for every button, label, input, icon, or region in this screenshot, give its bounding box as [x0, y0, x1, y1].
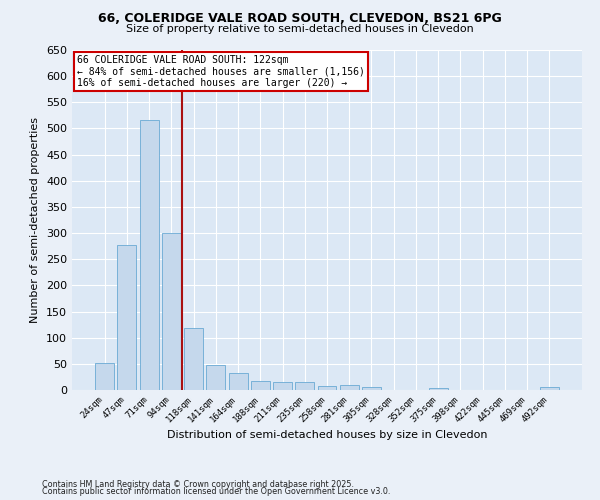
Bar [184, 328, 203, 390]
Bar [273, 382, 292, 390]
Text: 66 COLERIDGE VALE ROAD SOUTH: 122sqm
← 84% of semi-detached houses are smaller (: 66 COLERIDGE VALE ROAD SOUTH: 122sqm ← 8… [77, 55, 365, 88]
Bar [229, 372, 248, 390]
Bar [429, 388, 448, 390]
Y-axis label: Number of semi-detached properties: Number of semi-detached properties [31, 117, 40, 323]
Text: Contains public sector information licensed under the Open Government Licence v3: Contains public sector information licen… [42, 488, 391, 496]
Bar [206, 366, 225, 390]
Bar [162, 233, 181, 390]
Bar [540, 388, 559, 390]
Text: 66, COLERIDGE VALE ROAD SOUTH, CLEVEDON, BS21 6PG: 66, COLERIDGE VALE ROAD SOUTH, CLEVEDON,… [98, 12, 502, 26]
Bar [140, 120, 158, 390]
X-axis label: Distribution of semi-detached houses by size in Clevedon: Distribution of semi-detached houses by … [167, 430, 487, 440]
Text: Contains HM Land Registry data © Crown copyright and database right 2025.: Contains HM Land Registry data © Crown c… [42, 480, 354, 489]
Bar [251, 380, 270, 390]
Text: Size of property relative to semi-detached houses in Clevedon: Size of property relative to semi-detach… [126, 24, 474, 34]
Bar [118, 244, 136, 390]
Bar [95, 363, 114, 390]
Bar [317, 386, 337, 390]
Bar [340, 385, 359, 390]
Bar [295, 382, 314, 390]
Bar [362, 388, 381, 390]
